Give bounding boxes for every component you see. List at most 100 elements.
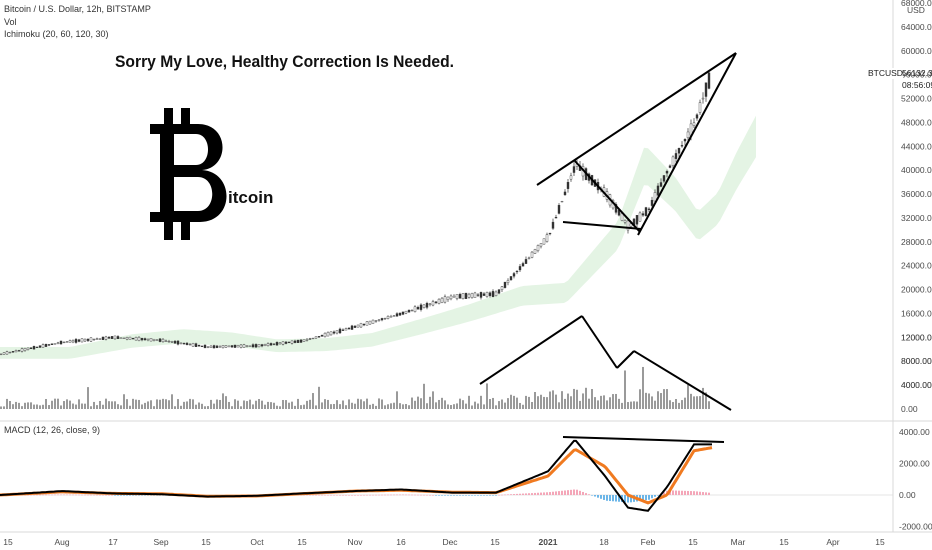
macd-histogram-bar [402,494,404,496]
time-tick-label: 15 [779,537,789,547]
volume-bar [168,400,170,409]
volume-bar [132,398,134,409]
volume-bar [297,398,299,409]
candle-body [497,289,501,294]
volume-bar [420,398,422,409]
candle-body [464,292,468,299]
volume-bar [675,399,677,409]
macd-histogram-bar [447,495,449,496]
candle-body [167,341,171,343]
volume-bar [459,398,461,409]
volume-bar [117,404,119,409]
candle-body [59,340,63,345]
ichimoku-legend: Ichimoku (20, 60, 120, 30) [4,29,109,39]
candle-body [77,339,81,342]
macd-histogram-bar [603,495,605,500]
candle-body [404,310,408,314]
volume-line-4 [633,350,732,411]
macd-histogram-bar [399,494,401,496]
macd-histogram-bar [690,491,692,495]
volume-bar [612,394,614,409]
volume-bar [6,398,8,409]
candle-body [500,286,504,290]
candle-body [410,309,414,312]
candle-body [134,337,138,341]
candle-body [545,234,549,242]
volume-bar [138,399,140,409]
volume-bar [519,402,521,409]
volume-bar [111,401,113,409]
macd-histogram-bar [498,494,500,496]
macd-histogram-bar [504,494,506,496]
candle-body [323,332,327,338]
volume-bar [186,401,188,409]
symbol-title: Bitcoin / U.S. Dollar, 12h, BITSTAMP [4,4,151,14]
candle-body [293,340,297,343]
volume-bar [513,395,515,409]
macd-histogram-bar [87,494,89,496]
candle-body [56,342,60,344]
candle-body [26,347,30,351]
candle-body [659,182,663,187]
macd-histogram-bar [462,495,464,496]
candle-body [146,338,150,341]
candle-body [515,270,519,273]
macd-histogram-bar [465,495,467,496]
macd-histogram-bar [693,491,695,495]
time-tick-label: Nov [347,537,363,547]
macd-histogram-bar [474,495,476,496]
candle-body [224,345,228,348]
candle-body [278,342,282,345]
macd-histogram-bar [108,494,110,496]
volume-bar [672,402,674,409]
macd-histogram-bar [33,494,35,496]
candle-body [701,97,705,100]
volume-bar [597,400,599,409]
candle-body [470,293,474,298]
candle-body [692,122,696,126]
macd-histogram-bar [84,494,86,496]
volume-bar [210,399,212,409]
macd-histogram-bar [702,492,704,495]
candle-body [2,352,6,355]
volume-bar [102,404,104,409]
candle-body [47,344,51,346]
volume-bar [93,401,95,409]
macd-histogram-bar [534,492,536,495]
candle-body [332,331,336,334]
candle-body [128,336,132,340]
volume-bar [624,370,626,409]
candle-body [554,217,558,219]
volume-bar [552,390,554,409]
volume-bar [252,404,254,409]
price-tick-label: 28000.00 [901,237,932,247]
price-tick-label: 60000.00 [901,46,932,56]
candle-body [74,339,78,343]
candle-body [413,306,417,312]
candle-body [122,337,126,339]
candle-body [218,346,222,348]
macd-histogram-bar [639,495,641,502]
macd-histogram-bar [327,494,329,496]
candle-body [119,337,123,339]
volume-bar [594,397,596,409]
macd-histogram-bar [687,490,689,495]
volume-bar [501,399,503,409]
price-tick-label: 8000.00 [901,356,932,366]
time-tick-label: Feb [641,537,656,547]
volume-bar [639,389,641,409]
volume-bar [330,404,332,409]
candle-body [23,348,27,351]
candle-body [371,319,375,324]
macd-histogram-bar [468,495,470,496]
volume-bar [306,400,308,409]
macd-histogram-bar [141,495,143,496]
macd-histogram-bar [438,495,440,496]
volume-bar [75,404,77,409]
volume-bar [522,404,524,409]
macd-histogram-bar [69,494,71,496]
macd-histogram-bar [105,494,107,496]
volume-bar [261,400,263,409]
candle-body [152,338,156,341]
volume-bar [450,405,452,409]
